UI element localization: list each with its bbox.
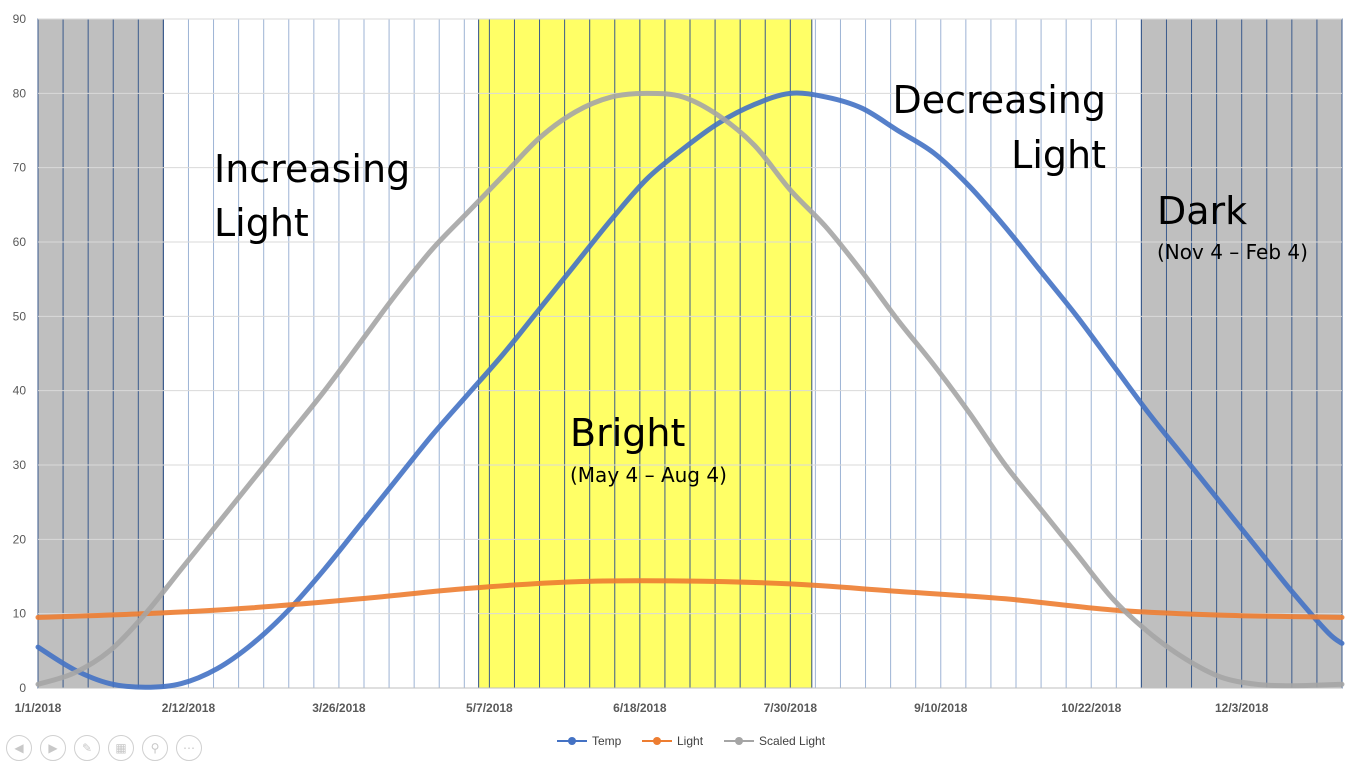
annotation-increasing: Increasing [214, 147, 410, 191]
series-temp [35, 90, 1345, 690]
legend-marker [653, 737, 661, 745]
pen-icon[interactable]: ✎ [74, 735, 100, 761]
annotation-increasing-light: Light [214, 201, 309, 245]
x-tick-label: 2/12/2018 [162, 701, 216, 715]
annotation-dark-dates: (Nov 4 – Feb 4) [1157, 240, 1308, 264]
annotation-decreasing-light: Light [1011, 133, 1106, 177]
y-tick-label: 70 [13, 161, 27, 175]
legend: Temp Light Scaled Light [557, 734, 826, 748]
region-dark-0 [37, 18, 164, 689]
annotation-decreasing: Decreasing [892, 78, 1106, 122]
previous-icon[interactable]: ◀ [6, 735, 32, 761]
region-bright-1 [478, 18, 813, 689]
series-light [35, 578, 1345, 620]
legend-label: Temp [592, 734, 622, 748]
x-tick-label: 9/10/2018 [914, 701, 968, 715]
legend-marker [568, 737, 576, 745]
x-tick-label: 7/30/2018 [764, 701, 818, 715]
legend-label: Light [677, 734, 704, 748]
annotation-bright-dates: (May 4 – Aug 4) [570, 463, 727, 487]
annotation-dark: Dark [1157, 189, 1247, 233]
next-icon[interactable]: ▶ [40, 735, 66, 761]
x-tick-label: 3/26/2018 [312, 701, 366, 715]
x-tick-label: 5/7/2018 [466, 701, 513, 715]
y-tick-label: 30 [13, 458, 27, 472]
annotation-bright: Bright [570, 411, 685, 455]
horizontal-gridlines [38, 18, 1342, 689]
y-tick-label: 90 [13, 12, 27, 26]
x-tick-label: 6/18/2018 [613, 701, 667, 715]
series-lines [35, 90, 1345, 690]
y-tick-label: 50 [13, 309, 27, 323]
y-axis-ticks: 0 10 20 30 40 50 60 70 80 90 [13, 12, 27, 695]
series-scaled-light [35, 90, 1345, 689]
x-tick-label: 1/1/2018 [15, 701, 62, 715]
y-tick-label: 20 [13, 532, 27, 546]
legend-marker [735, 737, 743, 745]
x-axis-ticks: 1/1/2018 2/12/2018 3/26/2018 5/7/2018 6/18/2… [15, 701, 1269, 715]
y-tick-label: 0 [19, 681, 26, 695]
legend-label: Scaled Light [759, 734, 826, 748]
slideshow-toolbar: ◀ ▶ ✎ ▦ ⚲ ⋯ [6, 735, 202, 761]
slides-icon[interactable]: ▦ [108, 735, 134, 761]
y-tick-label: 80 [13, 86, 27, 100]
x-tick-label: 10/22/2018 [1061, 701, 1121, 715]
y-tick-label: 60 [13, 235, 27, 249]
y-tick-label: 40 [13, 384, 27, 398]
zoom-icon[interactable]: ⚲ [142, 735, 168, 761]
region-annotations: Increasing Light Decreasing Light Dark (… [214, 78, 1308, 487]
y-tick-label: 10 [13, 607, 27, 621]
x-tick-label: 12/3/2018 [1215, 701, 1269, 715]
more-icon[interactable]: ⋯ [176, 735, 202, 761]
vertical-gridlines [37, 19, 1343, 688]
